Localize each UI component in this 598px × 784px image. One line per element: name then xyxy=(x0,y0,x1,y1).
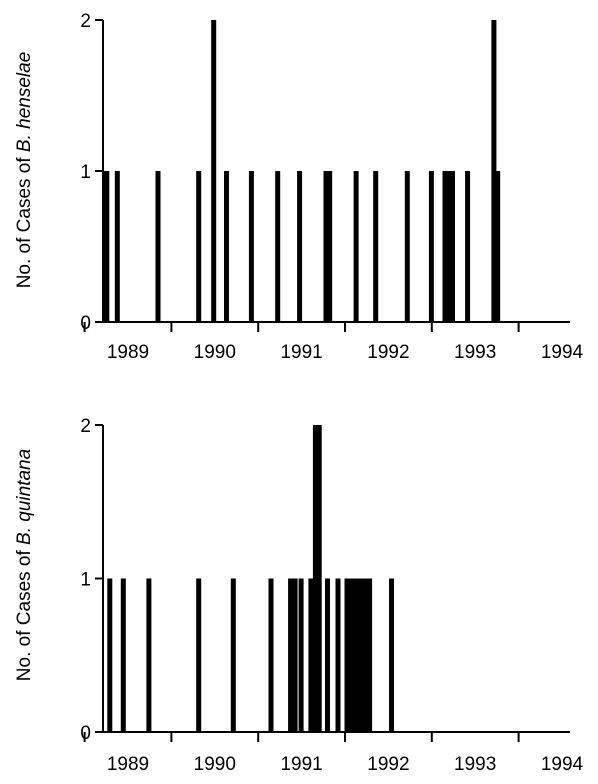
bar xyxy=(367,578,373,732)
bar xyxy=(353,171,359,322)
bar xyxy=(120,578,126,732)
bar xyxy=(308,578,314,732)
x-tick-label: 1994 xyxy=(541,342,584,363)
bar xyxy=(268,578,274,732)
bar xyxy=(297,171,303,322)
x-tick-label: 1992 xyxy=(367,754,409,775)
bar xyxy=(442,171,448,322)
x-tick-label: 1990 xyxy=(194,754,236,775)
bar xyxy=(446,171,452,322)
bar xyxy=(146,578,152,732)
bar xyxy=(298,578,304,732)
bar xyxy=(211,20,217,322)
bar xyxy=(196,578,202,732)
y-tick-label: 1 xyxy=(80,570,91,591)
x-tick-label: 1991 xyxy=(280,342,322,363)
quintana-chart: No. of Cases of B. quintana 0 1 2 1989 1990 1… xyxy=(14,416,584,775)
bar xyxy=(248,171,254,322)
bar xyxy=(450,171,455,322)
bar xyxy=(196,171,202,322)
bar xyxy=(335,578,341,732)
bar xyxy=(327,171,333,322)
y-tick-label: 1 xyxy=(80,162,91,183)
x-tick-label: 1993 xyxy=(454,342,496,363)
y-tick-label: 0 xyxy=(80,313,91,334)
x-tick-label: 1994 xyxy=(541,754,584,775)
bar xyxy=(312,425,318,732)
bar xyxy=(288,578,294,732)
bar xyxy=(362,578,368,732)
y-tick-label: 0 xyxy=(80,723,91,744)
x-tick-label: 1993 xyxy=(454,754,496,775)
y-axis-title: No. of Cases of B. quintana xyxy=(14,449,35,681)
bar xyxy=(428,171,434,322)
bar xyxy=(107,578,113,732)
bar xyxy=(491,20,497,322)
bar xyxy=(404,171,410,322)
bar xyxy=(325,578,330,732)
bar xyxy=(224,171,229,322)
y-tick-label: 2 xyxy=(80,416,91,437)
x-tick-label: 1990 xyxy=(194,342,236,363)
bar xyxy=(389,578,394,732)
y-axis-title: No. of Cases of B. henselae xyxy=(14,52,35,289)
bar xyxy=(275,171,281,322)
bar xyxy=(114,171,120,322)
bar xyxy=(353,578,359,732)
x-tick-label: 1989 xyxy=(107,342,149,363)
bar xyxy=(104,171,110,322)
bar xyxy=(495,171,501,322)
henselae-chart: No. of Cases of B. henselae 0 1 2 1989 1990 1… xyxy=(14,11,584,363)
bar xyxy=(358,578,364,732)
bar xyxy=(349,578,355,732)
bar xyxy=(230,578,236,732)
bar xyxy=(465,171,471,322)
bar xyxy=(155,171,161,322)
x-tick-label: 1989 xyxy=(107,754,149,775)
bar xyxy=(344,578,350,732)
bar xyxy=(323,171,329,322)
bar xyxy=(292,578,298,732)
y-tick-label: 2 xyxy=(80,11,91,32)
x-tick-label: 1991 xyxy=(280,754,322,775)
bar xyxy=(316,425,322,732)
bar xyxy=(373,171,379,322)
x-tick-label: 1992 xyxy=(367,342,409,363)
